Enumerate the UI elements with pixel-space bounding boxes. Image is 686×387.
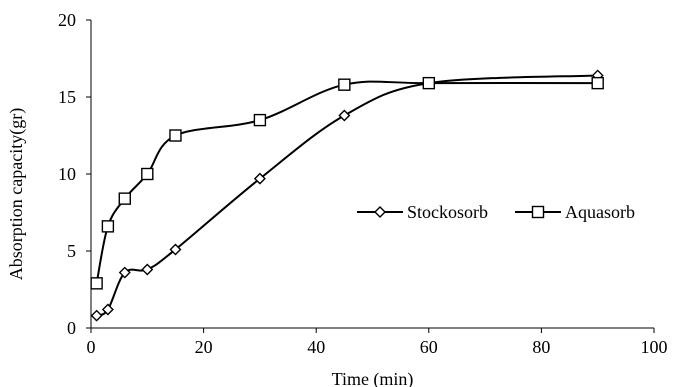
- data-point: [118, 266, 131, 279]
- legend-marker: [531, 205, 545, 219]
- data-point: [169, 243, 182, 256]
- x-tick-label: 0: [87, 337, 96, 357]
- data-point: [253, 172, 266, 185]
- x-tick-label: 60: [420, 337, 438, 357]
- x-tick-label: 80: [532, 337, 550, 357]
- data-point: [90, 309, 103, 322]
- data-point: [338, 109, 351, 122]
- legend-label: Aquasorb: [565, 202, 635, 222]
- data-point: [591, 76, 604, 90]
- legend-item-aquasorb: Aquasorb: [515, 202, 635, 222]
- x-tick-label: 100: [641, 337, 668, 357]
- axes: [90, 20, 654, 329]
- data-point: [141, 167, 154, 181]
- x-tick-label: 40: [307, 337, 325, 357]
- y-tick-label: 15: [58, 87, 76, 107]
- y-tick-label: 0: [67, 318, 76, 338]
- y-tick-label: 20: [58, 10, 76, 30]
- series-line: [96, 74, 598, 317]
- data-point: [101, 303, 114, 316]
- legend-item-stockosorb: Stockosorb: [357, 202, 488, 222]
- data-point: [90, 277, 103, 290]
- data-point: [101, 220, 115, 233]
- data-point: [169, 129, 182, 142]
- x-ticks: 0 20 40 60 80 100: [87, 328, 668, 357]
- data-point: [118, 192, 131, 205]
- y-axis-title: Absorption capacity(gr): [6, 108, 27, 280]
- data-point: [422, 76, 435, 90]
- legend-label: Stockosorb: [407, 202, 488, 222]
- y-ticks: 0 5 10 15 20: [58, 10, 91, 338]
- x-axis-title: Time (min): [332, 369, 414, 387]
- data-point: [338, 78, 351, 91]
- data-point: [141, 263, 154, 276]
- data-point: [253, 113, 267, 127]
- series-layer: [90, 69, 604, 322]
- y-tick-label: 10: [58, 164, 76, 184]
- x-tick-label: 20: [195, 337, 213, 357]
- series-aquasorb: [90, 76, 604, 290]
- legend-marker: [374, 206, 386, 218]
- series-stockosorb: [90, 69, 604, 322]
- y-tick-label: 5: [67, 241, 76, 261]
- legend: Stockosorb Aquasorb: [357, 202, 635, 222]
